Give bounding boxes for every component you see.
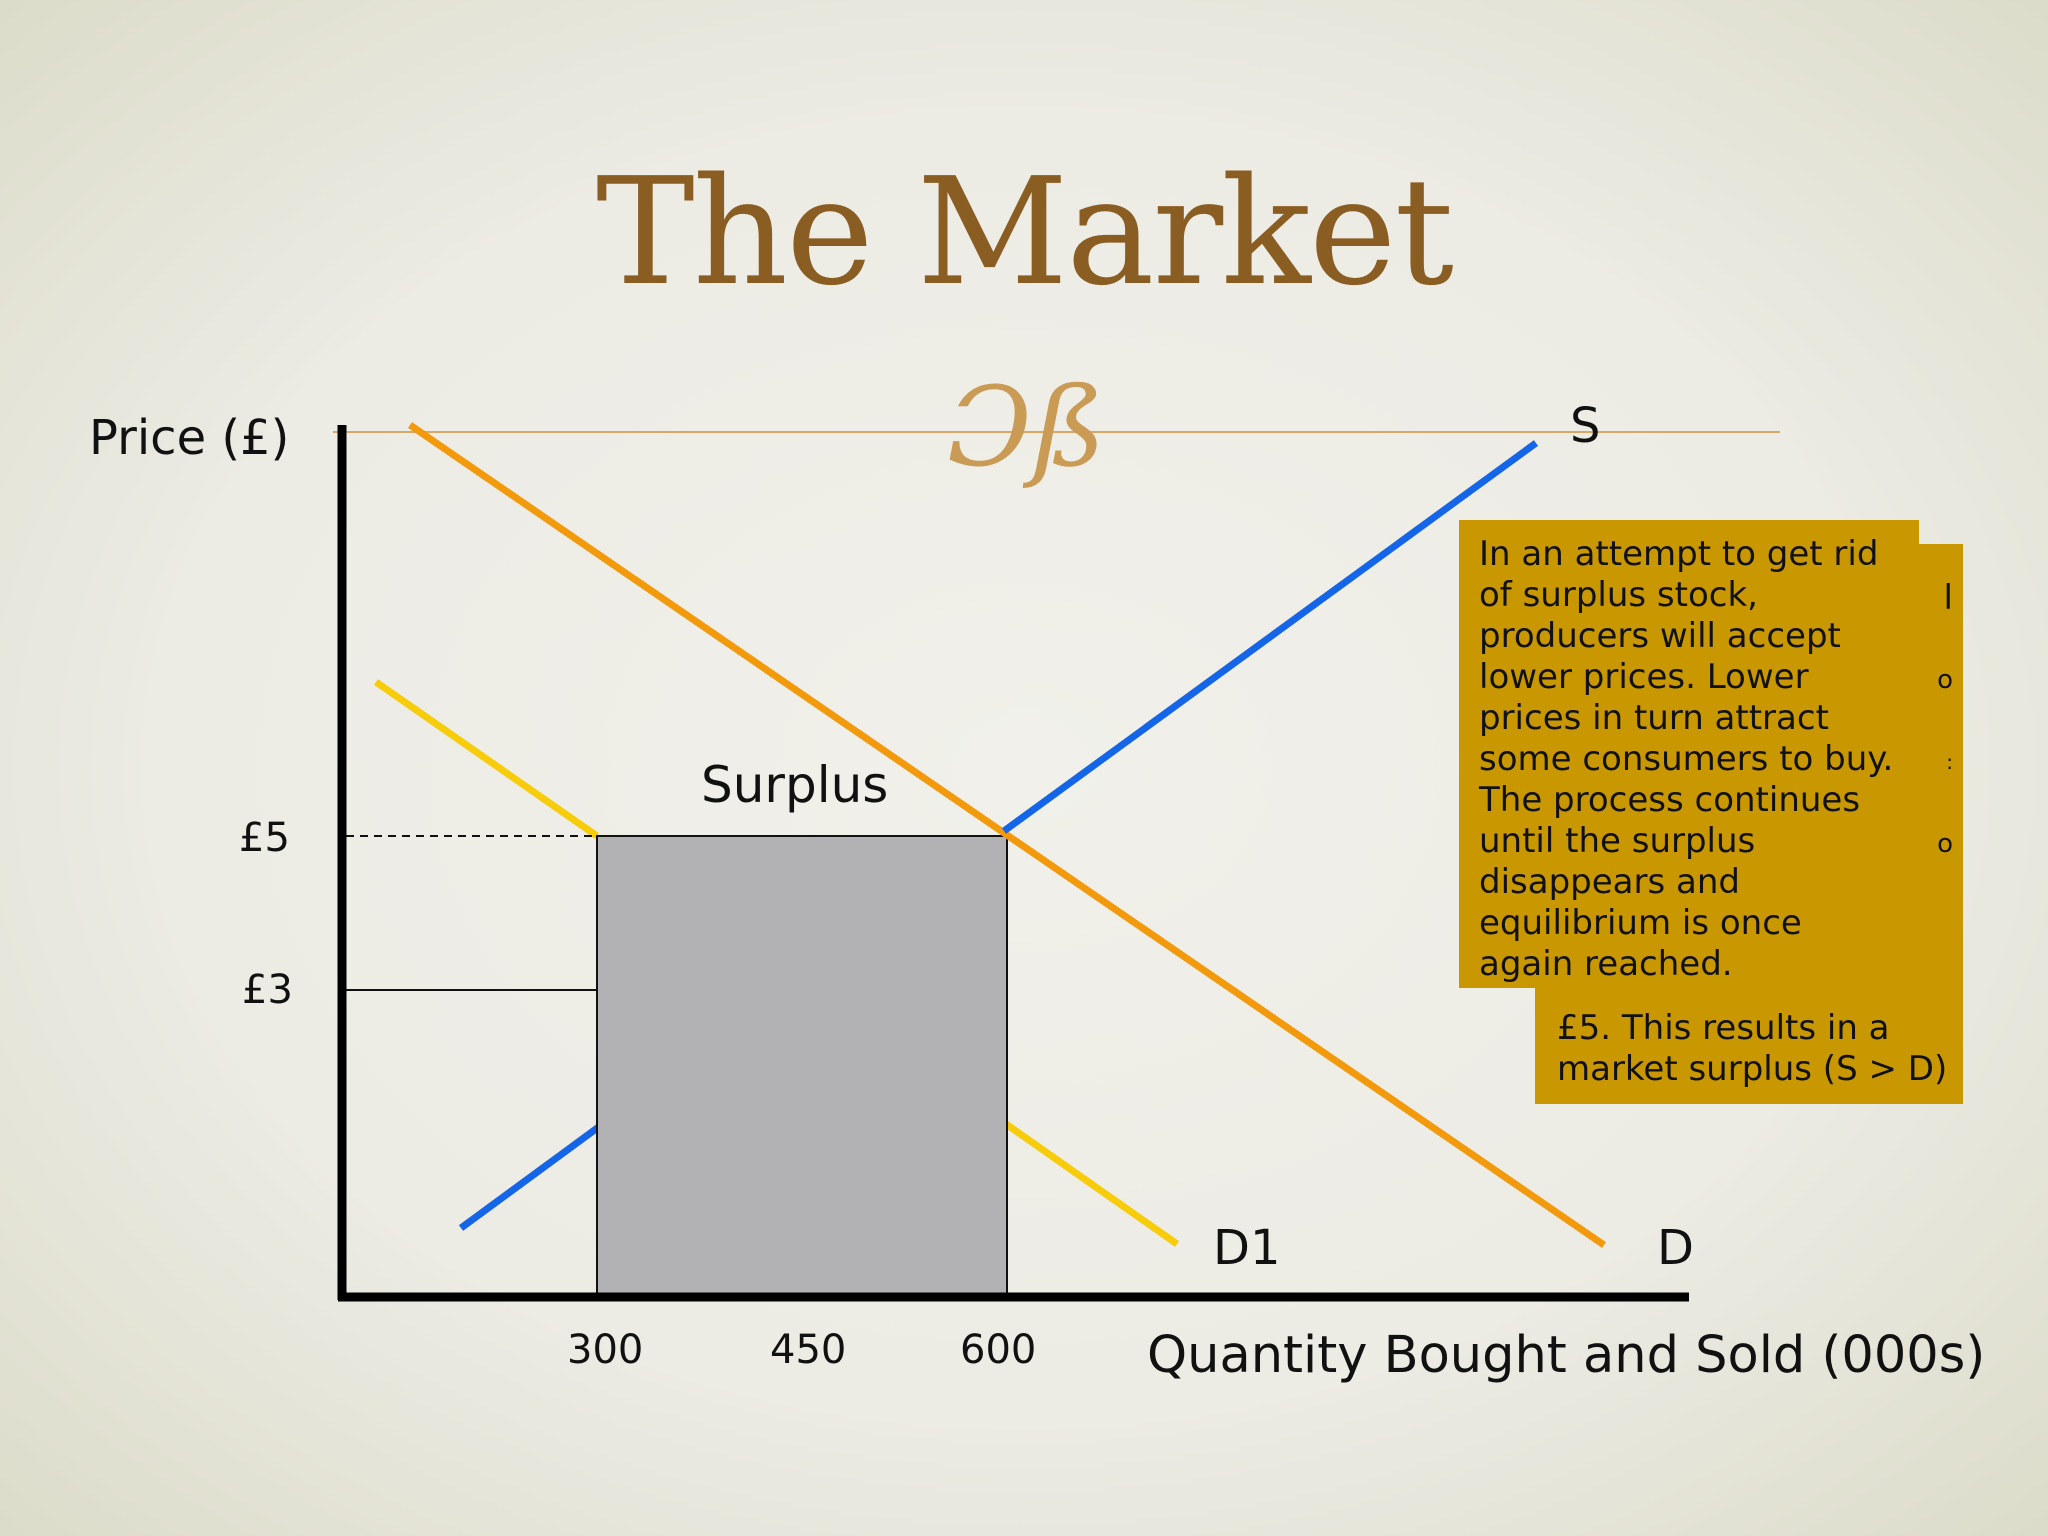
demand-d1-curve-upper: [373, 679, 600, 839]
note-back-fragment-4: o: [1937, 829, 1953, 859]
demand-d-curve: [408, 422, 1606, 1248]
qty-tick-450: 450: [770, 1327, 847, 1373]
x-axis-label: Quantity Bought and Sold (000s): [1147, 1326, 1986, 1385]
note-back-fragment-2: o: [1937, 665, 1953, 695]
supply-curve-lower: [458, 1123, 603, 1231]
qty-tick-300: 300: [567, 1327, 644, 1373]
note-front-text: In an attempt to get rid of surplus stoc…: [1479, 534, 1894, 984]
demand-d-label: D: [1657, 1220, 1694, 1276]
note-back-fragment-1: l: [1943, 578, 1953, 618]
qty-tick-600: 600: [960, 1327, 1037, 1373]
demand-d1-label: D1: [1213, 1220, 1281, 1276]
demand-d1-curve-lower: [1003, 1121, 1180, 1247]
note-back-text: £5. This results in a market surplus (S …: [1557, 1008, 1948, 1089]
surplus-label: Surplus: [701, 756, 889, 814]
surplus-area: [596, 835, 1008, 1298]
price-tick-3: £3: [242, 967, 293, 1013]
ornament-icon: Ɔß: [948, 363, 1106, 491]
price-tick-5: £5: [239, 815, 290, 861]
callout-note-front: In an attempt to get rid of surplus stoc…: [1459, 520, 1919, 988]
y-axis-label: Price (£): [89, 410, 290, 466]
supply-label: S: [1570, 398, 1601, 454]
supply-curve-upper: [1001, 440, 1539, 834]
note-back-fragment-3: :: [1946, 750, 1953, 774]
slide-title: The Market: [596, 146, 1454, 318]
